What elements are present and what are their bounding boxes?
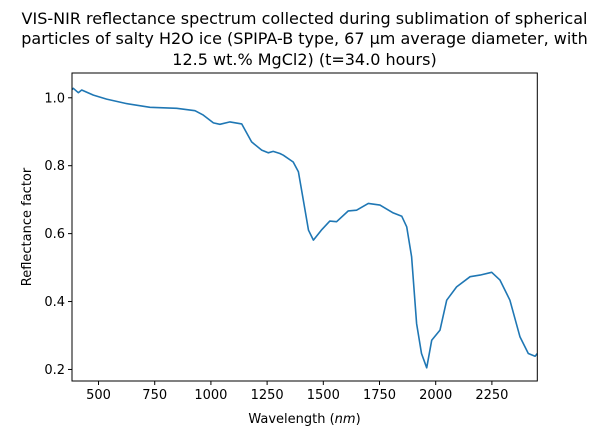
x-axis-ticks: 500 750 1000 1250 1500 1750 2000 2250 xyxy=(86,381,508,403)
y-axis-label: Reflectance factor xyxy=(20,167,35,286)
y-tick-label: 0.6 xyxy=(44,227,65,242)
x-tick-label: 2250 xyxy=(475,388,508,403)
x-tick-label: 750 xyxy=(142,388,167,403)
y-tick-label: 0.4 xyxy=(44,295,65,310)
chart-title-line-2: particles of salty H2O ice (SPIPA-B type… xyxy=(21,29,587,48)
y-tick-label: 0.8 xyxy=(44,159,65,174)
x-axis-label: Wavelength (nm) xyxy=(248,412,360,427)
chart-title-line-3: 12.5 wt.% MgCl2) (t=34.0 hours) xyxy=(172,50,436,69)
y-tick-label: 0.2 xyxy=(44,363,65,378)
x-tick-label: 1000 xyxy=(194,388,227,403)
x-tick-label: 1250 xyxy=(251,388,284,403)
x-tick-label: 2000 xyxy=(419,388,452,403)
plot-frame xyxy=(71,72,538,382)
x-tick-label: 1750 xyxy=(363,388,396,403)
y-axis-ticks: 0.2 0.4 0.6 0.8 1.0 xyxy=(44,91,72,378)
spectrum-line xyxy=(71,87,538,369)
x-tick-label: 1500 xyxy=(307,388,340,403)
x-tick-label: 500 xyxy=(86,388,111,403)
chart-title-line-1: VIS-NIR reflectance spectrum collected d… xyxy=(22,9,588,28)
y-tick-label: 1.0 xyxy=(44,91,65,106)
